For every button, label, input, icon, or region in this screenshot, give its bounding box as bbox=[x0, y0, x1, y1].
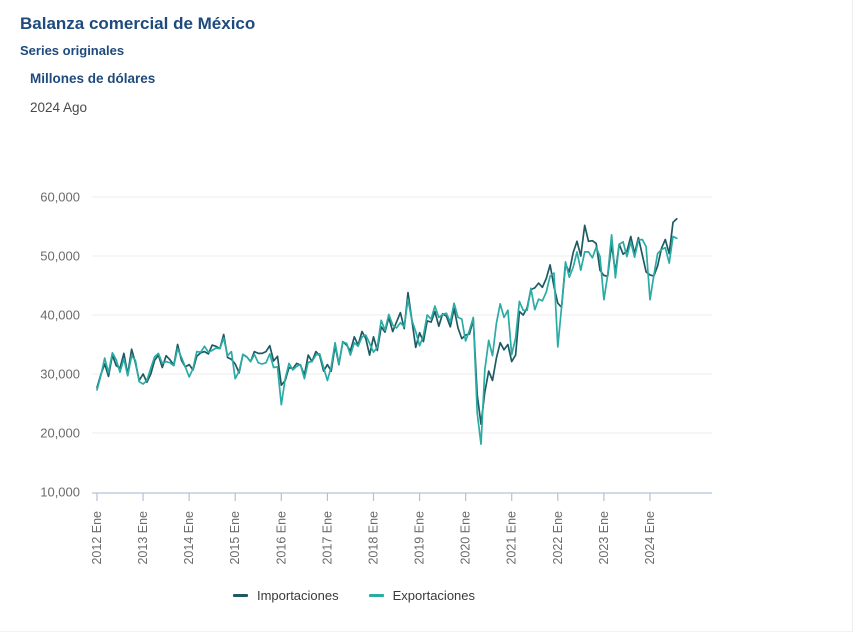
x-axis-tick-label: 2013 Ene bbox=[136, 511, 150, 565]
y-axis-tick-label: 30,000 bbox=[40, 367, 80, 382]
y-axis-tick-label: 40,000 bbox=[40, 308, 80, 323]
x-axis-tick-label: 2023 Ene bbox=[597, 511, 611, 565]
chart-legend: Importaciones Exportaciones bbox=[0, 584, 708, 606]
x-axis-tick-label: 2014 Ene bbox=[182, 511, 196, 565]
x-axis-tick-label: 2012 Ene bbox=[90, 511, 104, 565]
exportaciones-line-icon bbox=[368, 593, 384, 597]
x-axis-tick-label: 2015 Ene bbox=[228, 511, 242, 565]
x-axis-tick-label: 2019 Ene bbox=[413, 511, 427, 565]
x-axis-tick-label: 2024 Ene bbox=[643, 511, 657, 565]
period-label: 2024 Ago bbox=[30, 100, 88, 115]
exportaciones-line bbox=[96, 233, 678, 446]
page-title: Balanza comercial de México bbox=[20, 14, 256, 33]
importaciones-line-icon bbox=[232, 593, 248, 597]
y-axis-tick-label: 20,000 bbox=[40, 426, 80, 441]
x-axis-tick-label: 2020 Ene bbox=[459, 511, 473, 565]
legend-item-exportaciones[interactable]: Exportaciones bbox=[368, 587, 476, 603]
legend-item-importaciones[interactable]: Importaciones bbox=[232, 587, 339, 603]
x-axis-tick-label: 2018 Ene bbox=[366, 511, 380, 565]
x-axis-tick-label: 2022 Ene bbox=[551, 511, 565, 565]
units-label: Millones de dólares bbox=[30, 71, 156, 86]
y-axis-tick-label: 50,000 bbox=[40, 249, 80, 264]
y-axis-tick-label: 10,000 bbox=[40, 485, 80, 500]
legend-label-importaciones: Importaciones bbox=[256, 587, 339, 603]
series-type-label: Series originales bbox=[20, 43, 125, 58]
legend-label-exportaciones: Exportaciones bbox=[392, 587, 476, 603]
x-axis-tick-label: 2021 Ene bbox=[505, 511, 519, 565]
y-axis-tick-label: 60,000 bbox=[40, 190, 80, 205]
x-axis-tick-label: 2017 Ene bbox=[320, 511, 334, 565]
x-axis-tick-label: 2016 Ene bbox=[274, 511, 288, 565]
